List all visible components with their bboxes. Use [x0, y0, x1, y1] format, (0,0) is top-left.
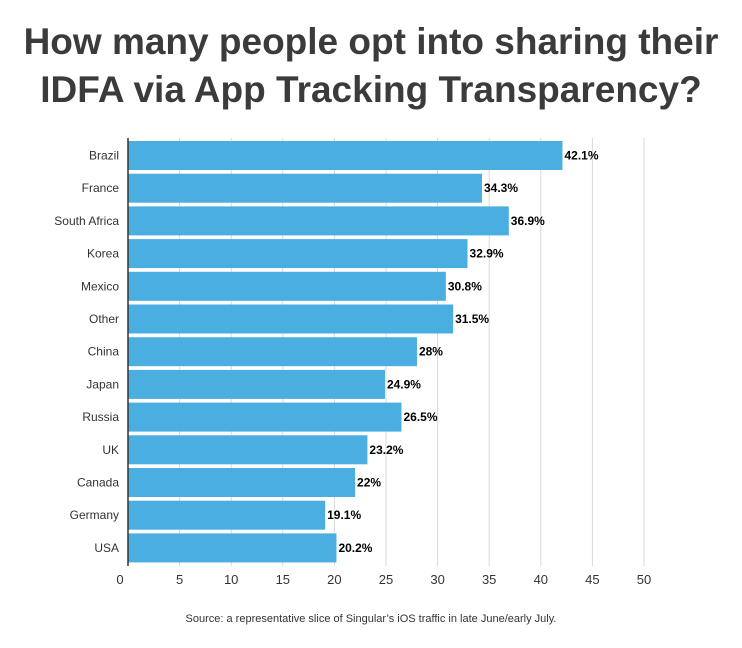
bar-uk [128, 435, 368, 465]
value-label: 30.8% [448, 279, 482, 293]
bar-japan [128, 369, 385, 399]
value-label: 32.9% [470, 247, 504, 261]
category-label: UK [102, 443, 119, 457]
x-tick-label: 45 [585, 572, 599, 587]
bar-canada [128, 468, 356, 497]
bar-other [128, 304, 454, 334]
bar-mexico [128, 271, 446, 301]
x-tick-label: 10 [224, 572, 238, 587]
x-tick-label: 5 [176, 572, 183, 587]
bar-usa [128, 533, 337, 563]
x-tick-label: 25 [379, 572, 393, 587]
value-label: 34.3% [484, 181, 518, 195]
chart-title-line-2: IDFA via App Tracking Transparency? [40, 69, 702, 110]
chart-title-line-1: How many people opt into sharing their [23, 21, 719, 62]
value-label: 20.2% [338, 541, 372, 555]
bar-germany [128, 500, 326, 530]
category-label: Brazil [89, 149, 119, 163]
category-label: Mexico [81, 279, 119, 293]
bar-korea [128, 239, 468, 269]
value-label: 28% [419, 345, 443, 359]
category-label: Korea [87, 247, 119, 261]
value-label: 31.5% [455, 312, 489, 326]
bar-france [128, 173, 482, 203]
bar-brazil [128, 141, 563, 170]
value-label: 26.5% [403, 410, 437, 424]
category-label: USA [94, 541, 119, 555]
chart-title: How many people opt into sharing their I… [0, 18, 742, 114]
source-note: Source: a representative slice of Singul… [185, 613, 557, 625]
bar-south-africa [128, 206, 509, 236]
x-tick-label: 0 [116, 572, 123, 587]
value-labels: 42.1% 34.3% 36.9% 32.9% 30.8% 31.5% 28% 24.9% 26… [327, 149, 599, 555]
x-tick-label: 15 [276, 572, 290, 587]
category-label: Canada [77, 476, 119, 490]
x-tick-label: 50 [637, 572, 651, 587]
category-label: Russia [82, 410, 119, 424]
category-label: France [82, 181, 120, 195]
value-label: 36.9% [511, 214, 545, 228]
x-tick-label: 40 [534, 572, 548, 587]
value-label: 22% [357, 476, 381, 490]
value-label: 23.2% [369, 443, 403, 457]
bars [128, 141, 563, 563]
x-axis-tick-labels: 0 5 10 15 20 25 30 35 40 45 50 [116, 572, 651, 587]
x-tick-label: 30 [430, 572, 444, 587]
category-labels: Brazil France South Africa Korea Mexico Other… [54, 149, 119, 555]
category-label: Other [89, 312, 119, 326]
bar-russia [128, 402, 402, 432]
category-label: Japan [86, 377, 119, 391]
value-label: 19.1% [327, 508, 361, 522]
category-label: China [88, 345, 120, 359]
category-label: Germany [70, 508, 119, 522]
bar-china [128, 337, 417, 367]
value-label: 42.1% [564, 149, 598, 163]
category-label: South Africa [54, 214, 119, 228]
x-tick-label: 20 [327, 572, 341, 587]
value-label: 24.9% [387, 377, 421, 391]
x-tick-label: 35 [482, 572, 496, 587]
